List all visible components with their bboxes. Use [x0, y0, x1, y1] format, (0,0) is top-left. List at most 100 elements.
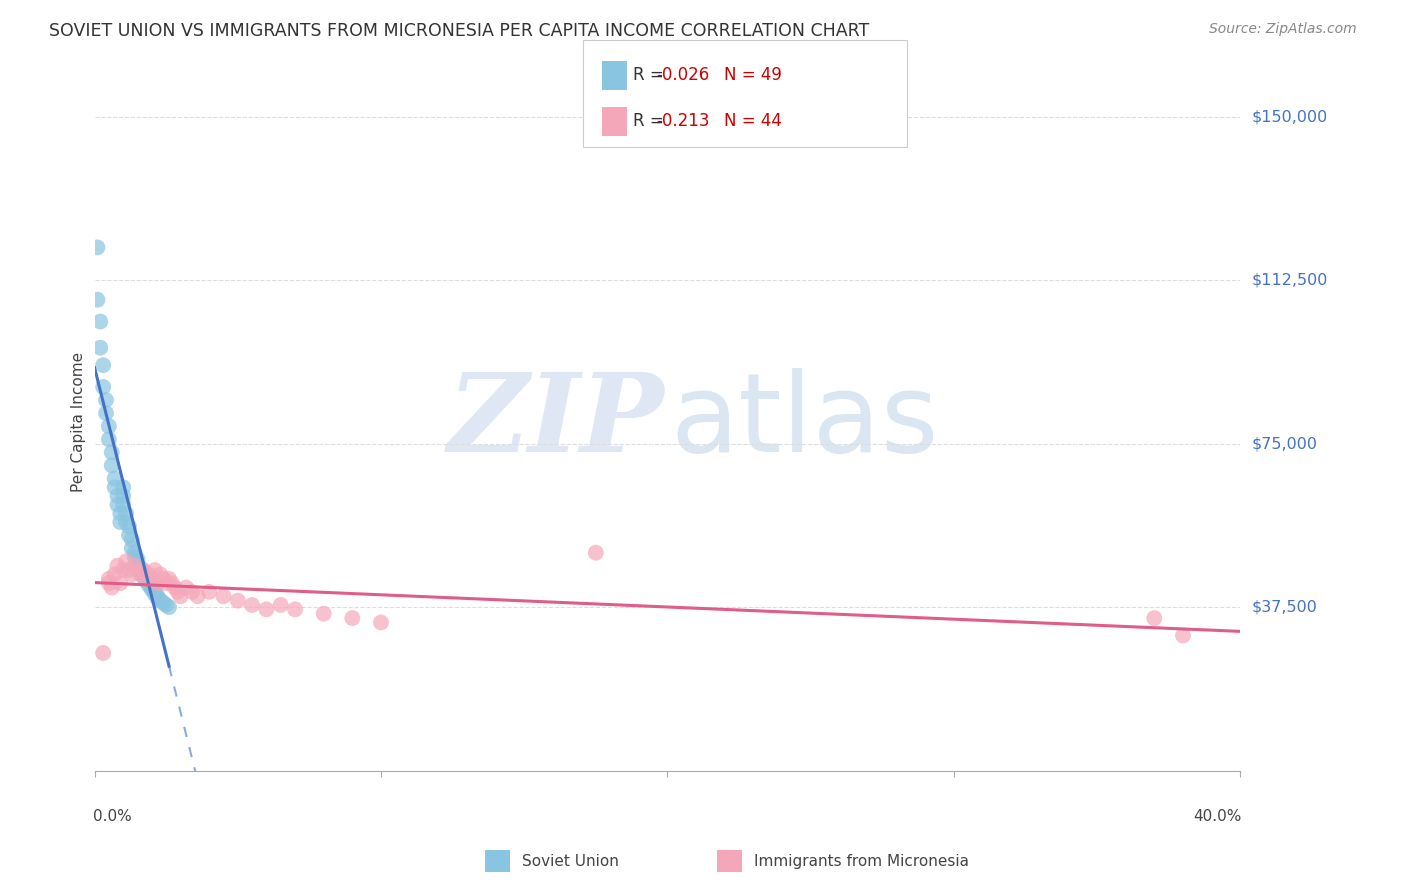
Point — [135, 572, 157, 586]
Text: Immigrants from Micronesia: Immigrants from Micronesia — [754, 855, 969, 869]
Point — [107, 489, 129, 503]
Point — [121, 533, 143, 547]
Point — [342, 611, 364, 625]
Point — [152, 596, 174, 610]
Point — [132, 567, 155, 582]
Point — [91, 646, 114, 660]
Point — [157, 600, 180, 615]
Point — [110, 507, 132, 521]
Point — [163, 581, 186, 595]
Point — [124, 546, 146, 560]
Point — [143, 587, 166, 601]
Point — [110, 515, 132, 529]
Text: $75,000: $75,000 — [1251, 436, 1317, 451]
Point — [143, 585, 166, 599]
Point — [112, 489, 135, 503]
Point — [226, 593, 249, 607]
Point — [97, 432, 120, 446]
Point — [86, 293, 108, 307]
Point — [129, 566, 152, 580]
Point — [89, 314, 111, 328]
Point — [169, 589, 191, 603]
Point — [100, 445, 122, 459]
Point — [370, 615, 392, 630]
Point — [127, 563, 149, 577]
Point — [110, 576, 132, 591]
Point — [97, 576, 120, 591]
Text: ZIP: ZIP — [447, 368, 664, 475]
Point — [97, 419, 120, 434]
Point — [146, 591, 169, 606]
Point — [155, 576, 177, 591]
Text: R =: R = — [633, 66, 669, 85]
Text: R =: R = — [633, 112, 669, 130]
Point — [112, 498, 135, 512]
Point — [181, 585, 204, 599]
Point — [112, 480, 135, 494]
Point — [94, 406, 117, 420]
Point — [141, 581, 163, 595]
Point — [138, 567, 160, 582]
Point — [97, 572, 120, 586]
Text: $37,500: $37,500 — [1251, 599, 1317, 615]
Point — [89, 341, 111, 355]
Point — [115, 515, 138, 529]
Point — [585, 546, 607, 560]
Point — [104, 480, 127, 494]
Text: -0.213: -0.213 — [657, 112, 710, 130]
Point — [141, 582, 163, 597]
Point — [149, 593, 172, 607]
Point — [138, 578, 160, 592]
Text: $150,000: $150,000 — [1251, 109, 1327, 124]
Point — [115, 507, 138, 521]
Point — [118, 528, 141, 542]
Point — [107, 558, 129, 573]
Point — [94, 392, 117, 407]
Point — [174, 581, 197, 595]
Point — [100, 581, 122, 595]
Point — [129, 561, 152, 575]
Text: 0.0%: 0.0% — [93, 809, 132, 824]
Point — [146, 576, 169, 591]
Y-axis label: Per Capita Income: Per Capita Income — [72, 351, 86, 491]
Point — [129, 567, 152, 582]
Point — [104, 567, 127, 582]
Point — [187, 589, 209, 603]
Point — [124, 549, 146, 564]
Text: 40.0%: 40.0% — [1194, 809, 1241, 824]
Text: Source: ZipAtlas.com: Source: ZipAtlas.com — [1209, 22, 1357, 37]
Point — [100, 458, 122, 473]
Point — [112, 563, 135, 577]
Point — [143, 563, 166, 577]
Point — [121, 567, 143, 582]
Point — [166, 585, 188, 599]
Point — [155, 598, 177, 612]
Text: $112,500: $112,500 — [1251, 273, 1327, 287]
Text: SOVIET UNION VS IMMIGRANTS FROM MICRONESIA PER CAPITA INCOME CORRELATION CHART: SOVIET UNION VS IMMIGRANTS FROM MICRONES… — [49, 22, 869, 40]
Point — [135, 572, 157, 586]
Point — [138, 576, 160, 591]
Point — [104, 471, 127, 485]
Point — [1143, 611, 1166, 625]
Point — [135, 574, 157, 588]
Point — [132, 569, 155, 583]
Point — [198, 585, 221, 599]
Point — [212, 589, 235, 603]
Point — [149, 567, 172, 582]
Point — [146, 589, 169, 603]
Point — [284, 602, 307, 616]
Point — [240, 598, 263, 612]
Point — [254, 602, 277, 616]
Point — [107, 498, 129, 512]
Text: -0.026: -0.026 — [657, 66, 710, 85]
Point — [91, 380, 114, 394]
Point — [152, 572, 174, 586]
Point — [132, 563, 155, 577]
Text: N = 49: N = 49 — [724, 66, 782, 85]
Text: atlas: atlas — [671, 368, 939, 475]
Text: Soviet Union: Soviet Union — [522, 855, 619, 869]
Point — [270, 598, 292, 612]
Point — [141, 572, 163, 586]
Point — [86, 240, 108, 254]
Point — [312, 607, 335, 621]
